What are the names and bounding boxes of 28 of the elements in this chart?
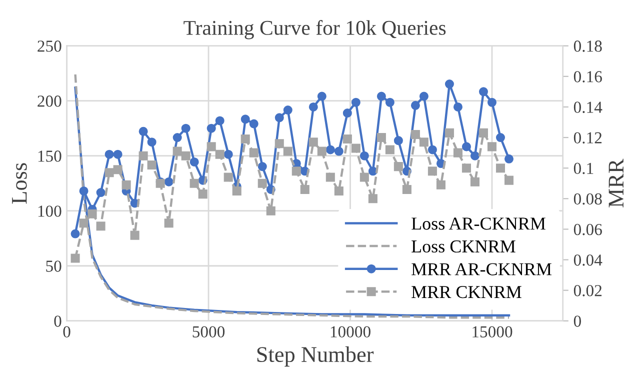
legend-label: MRR AR-CKNRM <box>412 263 552 276</box>
x-tick-label: 0 <box>63 326 70 338</box>
y2-tick-label: 0.16 <box>574 71 602 82</box>
y2-tick-label: 0.02 <box>574 285 602 296</box>
y2-tick-label: 0.08 <box>574 193 602 205</box>
y-axis-title: Loss <box>12 163 27 204</box>
chart-title: Training Curve for 10k Queries <box>184 20 446 40</box>
x-tick-label: 5000 <box>192 326 225 338</box>
y-tick-label: 200 <box>38 96 62 107</box>
legend-label: Loss AR-CKNRM <box>412 218 546 230</box>
y2-tick-label: 0.1 <box>574 162 594 174</box>
x-tick-label: 15000 <box>472 326 512 338</box>
x-tick-label: 10000 <box>330 326 370 338</box>
y-tick-label: 250 <box>38 40 62 52</box>
legend-label: MRR CKNRM <box>412 286 522 298</box>
y2-tick-label: 0 <box>574 316 581 327</box>
legend-label: Loss CKNRM <box>412 240 516 253</box>
x-axis-title: Step Number <box>257 346 374 367</box>
y-tick-label: 50 <box>46 260 62 272</box>
y-tick-label: 100 <box>38 206 62 217</box>
y2-tick-label: 0.06 <box>574 224 602 236</box>
y2-tick-label: 0.18 <box>574 40 602 52</box>
y-tick-label: 0 <box>54 316 62 327</box>
y2-axis-title: MRR <box>608 158 624 208</box>
y-tick-label: 150 <box>38 150 62 162</box>
y2-tick-label: 0.04 <box>574 254 602 266</box>
y2-tick-label: 0.14 <box>574 102 602 113</box>
y2-tick-label: 0.12 <box>574 132 602 144</box>
